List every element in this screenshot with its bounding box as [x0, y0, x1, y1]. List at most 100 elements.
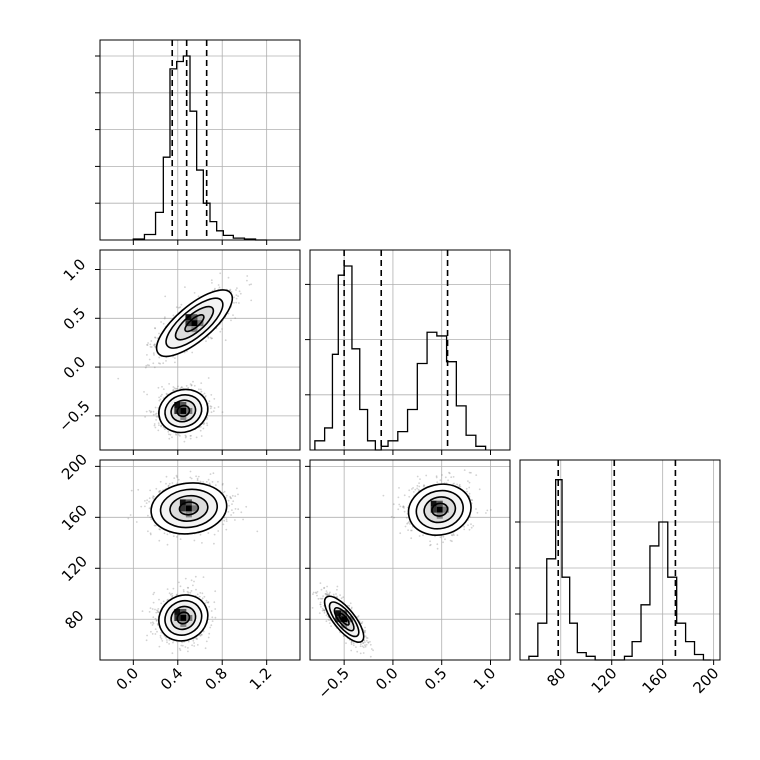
scatter-point [472, 525, 475, 527]
scatter-point [155, 619, 158, 622]
scatter-point [456, 534, 459, 537]
scatter-point [206, 601, 209, 604]
scatter-point [399, 505, 402, 508]
scatter-point [202, 630, 205, 633]
density-cell [430, 500, 437, 507]
scatter-point [168, 592, 171, 595]
scatter-point [323, 587, 325, 589]
scatter-point [148, 364, 151, 367]
scatter-point [489, 509, 492, 511]
scatter-point [158, 396, 161, 399]
scatter-point [199, 425, 202, 428]
scatter-point [153, 424, 156, 427]
scatter-point [177, 478, 180, 481]
scatter-point [152, 622, 155, 625]
scatter-point [356, 650, 359, 653]
scatter-point [208, 632, 211, 635]
scatter-point [369, 643, 372, 646]
scatter-point [316, 590, 319, 593]
scatter-point [150, 518, 153, 521]
contour-line [178, 501, 200, 516]
contour-line [407, 483, 472, 536]
scatter-point [186, 586, 189, 589]
scatter-point [196, 593, 199, 596]
scatter-point [190, 434, 192, 437]
scatter-point [147, 342, 150, 344]
scatter-point [135, 521, 138, 523]
scatter-point [146, 393, 149, 396]
scatter-point [219, 330, 222, 333]
scatter-point [161, 385, 163, 388]
scatter-point [154, 608, 156, 611]
scatter-point [210, 405, 213, 408]
scatter-point [320, 588, 323, 591]
scatter-point [154, 633, 157, 635]
scatter-point [403, 510, 406, 513]
scatter-point [468, 492, 471, 495]
scatter-point [172, 587, 175, 590]
scatter-point [203, 392, 206, 395]
scatter-point [326, 585, 328, 588]
scatter-point [237, 295, 240, 297]
contour-line [333, 606, 355, 632]
scatter-point [149, 533, 152, 536]
scatter-point [322, 595, 324, 597]
scatter-point [329, 619, 331, 622]
scatter-point [213, 533, 216, 536]
scatter-point [485, 512, 487, 514]
scatter-point [176, 536, 178, 538]
scatter-point [158, 539, 161, 542]
scatter-point [463, 525, 465, 528]
scatter-point [465, 487, 468, 490]
scatter-point [242, 518, 245, 521]
scatter-point [159, 398, 162, 401]
scatter-point [236, 287, 238, 289]
scatter-point [219, 272, 222, 275]
histogram-steps [132, 55, 267, 241]
density-cell [174, 608, 181, 615]
grid-lines [310, 250, 510, 450]
scatter-point [180, 644, 183, 647]
scatter-point [422, 485, 425, 488]
scatter-point [214, 287, 216, 290]
scatter-point [322, 609, 325, 611]
scatter-point [453, 534, 455, 536]
scatter-point [145, 364, 148, 367]
scatter-point [205, 481, 208, 483]
scatter-point [214, 616, 217, 619]
scatter-point [150, 346, 153, 348]
scatter-point [176, 476, 178, 478]
corner-plot-panels: 80 120 160 200 −0.5 0.0 0.5 1.0 0.0 0.4 0.8 1.2 80 12… [55, 39, 722, 703]
scatter-point [129, 514, 132, 516]
scatter-point [200, 382, 203, 384]
scatter-point [436, 481, 439, 484]
scatter-point [162, 322, 165, 325]
contour-line [328, 601, 360, 638]
scatter-point [362, 652, 365, 654]
scatter-point [319, 582, 322, 584]
y-tick-label: 1.0 [60, 255, 90, 285]
scatter-point [444, 538, 446, 541]
scatter-point [169, 433, 172, 436]
scatter-point [158, 645, 161, 648]
scatter-point [451, 534, 454, 537]
scatter-point [200, 390, 203, 393]
scatter-point [459, 485, 462, 488]
scatter-point [165, 636, 167, 639]
scatter-point [185, 385, 188, 387]
scatter-point [336, 595, 338, 598]
scatter-point [151, 624, 154, 626]
y-tick-label: 120 [58, 552, 91, 585]
scatter-point [349, 602, 352, 605]
scatter-point [158, 424, 160, 426]
scatter-point [471, 499, 474, 501]
x-tick-label: 1.0 [470, 664, 500, 694]
scatter-point [201, 542, 203, 544]
scatter-point [154, 413, 157, 415]
scatter-point [158, 528, 161, 530]
scatter-point [364, 645, 367, 648]
scatter-point [442, 541, 444, 544]
scatter-point [178, 581, 180, 584]
panel-frame [519, 459, 721, 661]
scatter-point [153, 495, 155, 498]
